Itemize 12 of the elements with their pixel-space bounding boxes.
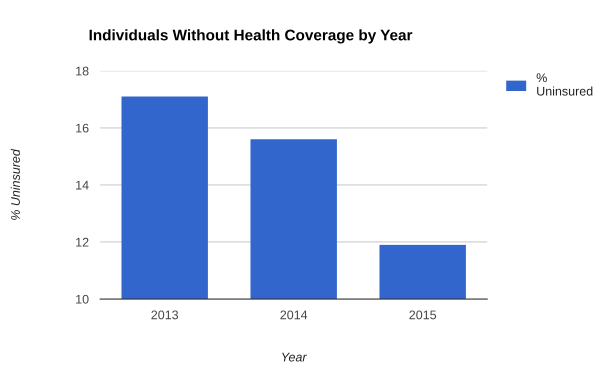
y-tick-label: 12 <box>76 238 88 247</box>
y-tick-label: 16 <box>76 124 89 133</box>
y-tick-label: 14 <box>76 180 89 190</box>
x-axis-title: Year <box>282 352 307 362</box>
chart-title: Individuals Without Health Coverage by Year <box>90 29 412 44</box>
legend-label: % Uninsured <box>536 73 592 96</box>
y-tick-label: 18 <box>76 66 89 76</box>
x-tick-label: 2013 <box>151 310 178 320</box>
x-tick-label: 2015 <box>409 310 436 320</box>
x-tick-label: 2014 <box>280 310 308 320</box>
y-tick-label: 10 <box>76 294 89 304</box>
y-axis-title: % Uninsured <box>10 148 20 220</box>
